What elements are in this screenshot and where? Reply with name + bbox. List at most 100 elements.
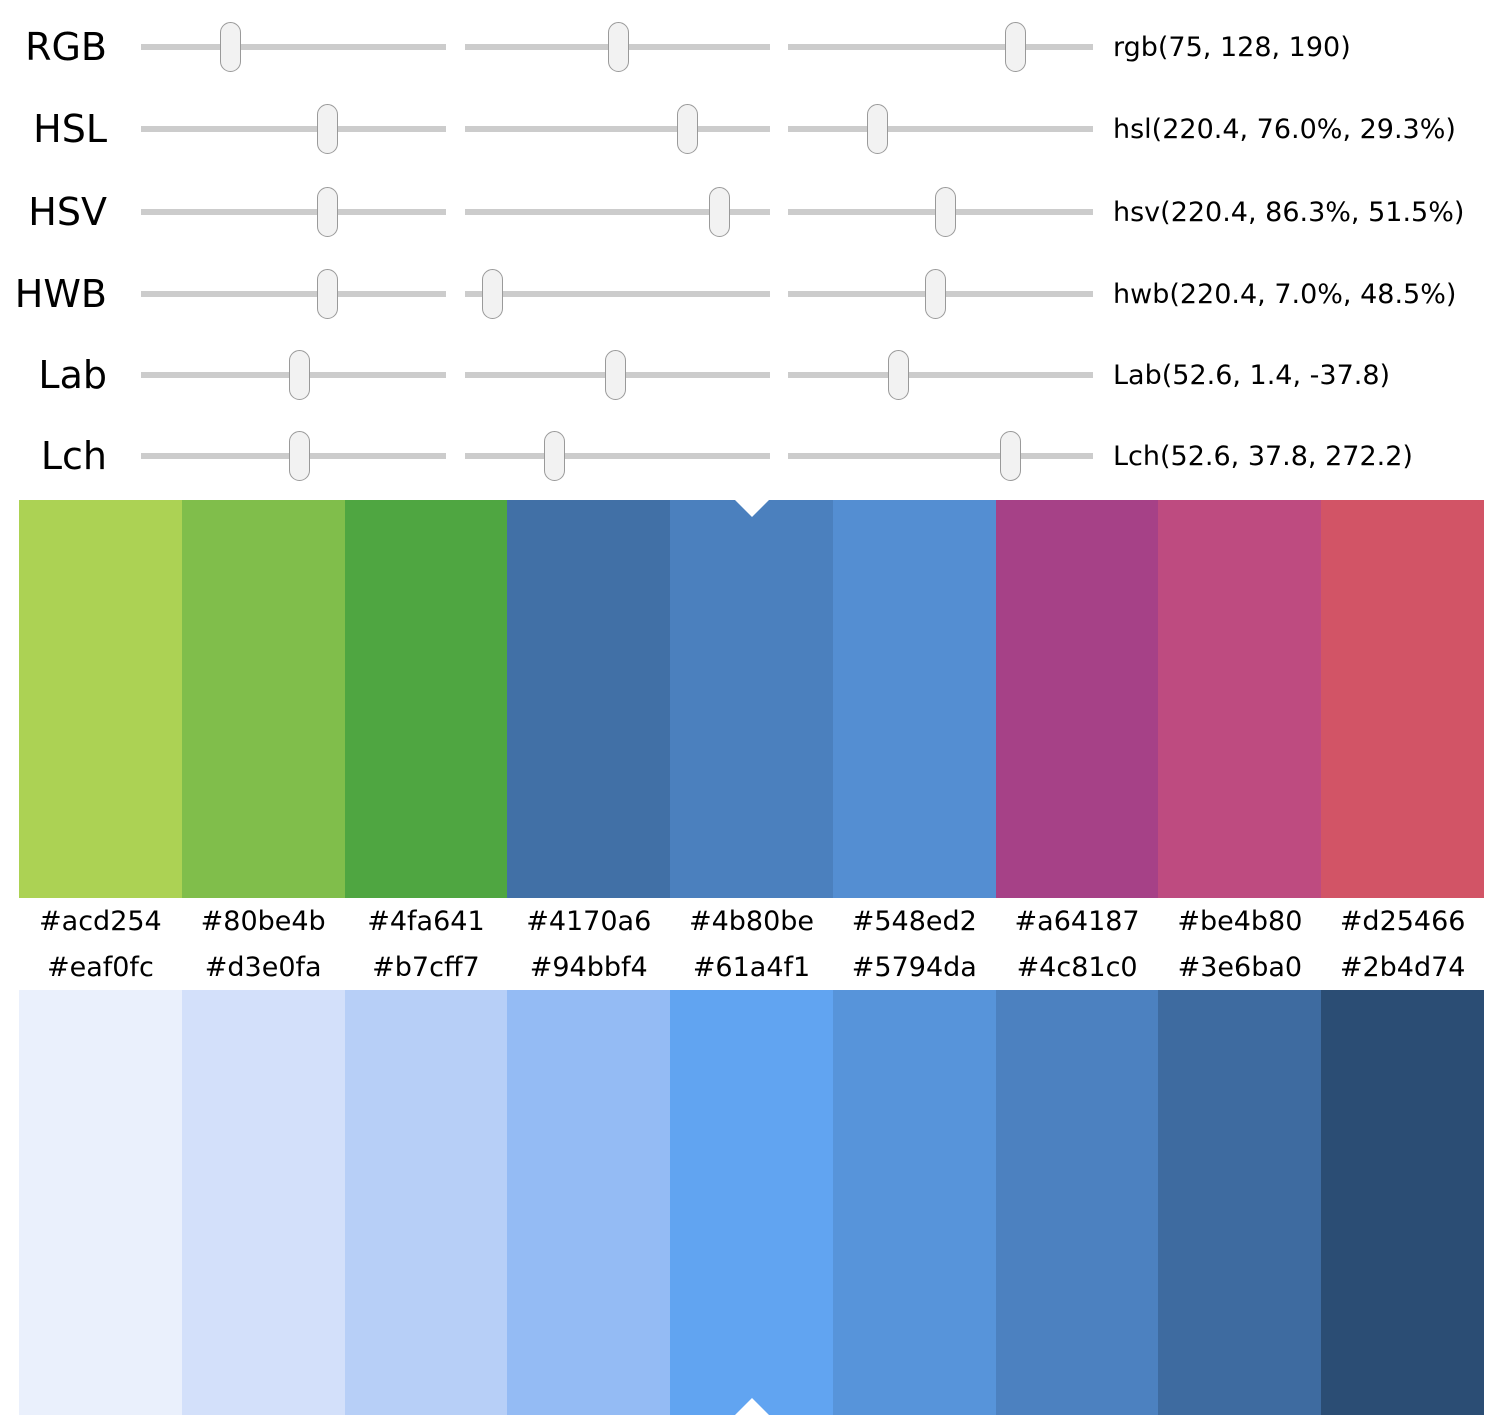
palette-swatch[interactable] bbox=[832, 990, 996, 1415]
swatch-hex-label: #3e6ba0 bbox=[1177, 951, 1303, 983]
slider-track[interactable] bbox=[141, 291, 446, 297]
slider-handle[interactable] bbox=[481, 269, 503, 319]
slider-handle[interactable] bbox=[220, 22, 242, 72]
slider-track[interactable] bbox=[141, 209, 446, 215]
color-value-text-hwb: hwb(220.4, 7.0%, 48.5%) bbox=[1113, 278, 1457, 310]
swatch-hex-label: #548ed2 bbox=[851, 905, 977, 937]
slider-track[interactable] bbox=[141, 44, 446, 50]
palette-strip-top[interactable] bbox=[19, 500, 1485, 898]
slider-handle[interactable] bbox=[289, 350, 311, 400]
slider-hsl-h[interactable] bbox=[141, 98, 446, 160]
slider-track[interactable] bbox=[465, 126, 770, 132]
color-value-text-lch: Lch(52.6, 37.8, 272.2) bbox=[1113, 440, 1413, 472]
color-model-sliders: RGB rgb(75, 128, 190) HSL hsl(220.4, 76.0%,… bbox=[0, 0, 1501, 500]
slider-track[interactable] bbox=[465, 291, 770, 297]
slider-track[interactable] bbox=[465, 209, 770, 215]
palette-swatch[interactable] bbox=[344, 990, 508, 1415]
slider-handle[interactable] bbox=[544, 431, 566, 481]
palette-swatch[interactable] bbox=[19, 500, 182, 898]
slider-handle[interactable] bbox=[887, 350, 909, 400]
color-value-text-hsl: hsl(220.4, 76.0%, 29.3%) bbox=[1113, 113, 1456, 145]
slider-row-label-rgb: RGB bbox=[25, 25, 107, 69]
slider-lch-L[interactable] bbox=[141, 425, 446, 487]
slider-hwb-h[interactable] bbox=[141, 263, 446, 325]
slider-row-hsv: HSV hsv(220.4, 86.3%, 51.5%) bbox=[0, 181, 1501, 243]
slider-handle[interactable] bbox=[607, 22, 629, 72]
swatch-hex-label: #4fa641 bbox=[367, 905, 485, 937]
slider-handle[interactable] bbox=[317, 269, 339, 319]
selected-swatch-marker-icon bbox=[734, 500, 769, 517]
palette-swatch[interactable] bbox=[1158, 990, 1322, 1415]
slider-lch-h[interactable] bbox=[788, 425, 1093, 487]
color-value-text-hsv: hsv(220.4, 86.3%, 51.5%) bbox=[1113, 196, 1465, 228]
slider-rgb-g[interactable] bbox=[465, 16, 770, 78]
swatch-hex-label: #a64187 bbox=[1014, 905, 1140, 937]
palette-swatch[interactable] bbox=[344, 500, 508, 898]
slider-handle[interactable] bbox=[999, 431, 1021, 481]
swatch-hex-label: #d3e0fa bbox=[204, 951, 322, 983]
swatch-hex-label: #be4b80 bbox=[1177, 905, 1303, 937]
hex-label-row-bottom: #eaf0fc #d3e0fa #b7cff7 #94bbf4 #61a4f1 #5794… bbox=[19, 944, 1484, 990]
slider-track[interactable] bbox=[788, 44, 1093, 50]
palette-swatch[interactable] bbox=[1321, 990, 1485, 1415]
slider-handle[interactable] bbox=[317, 187, 339, 237]
slider-row-lab: Lab Lab(52.6, 1.4, -37.8) bbox=[0, 344, 1501, 406]
slider-lab-b[interactable] bbox=[788, 344, 1093, 406]
slider-handle[interactable] bbox=[289, 431, 311, 481]
color-value-text-rgb: rgb(75, 128, 190) bbox=[1113, 31, 1351, 63]
slider-track[interactable] bbox=[141, 126, 446, 132]
slider-lab-a[interactable] bbox=[465, 344, 770, 406]
color-value-text-lab: Lab(52.6, 1.4, -37.8) bbox=[1113, 359, 1391, 391]
slider-hwb-w[interactable] bbox=[465, 263, 770, 325]
slider-hsl-s[interactable] bbox=[465, 98, 770, 160]
palette-swatch[interactable] bbox=[181, 500, 345, 898]
slider-handle[interactable] bbox=[866, 104, 888, 154]
palette-swatch[interactable] bbox=[670, 990, 833, 1415]
palette-swatch[interactable] bbox=[995, 990, 1159, 1415]
slider-hwb-b[interactable] bbox=[788, 263, 1093, 325]
slider-rgb-r[interactable] bbox=[141, 16, 446, 78]
slider-track[interactable] bbox=[465, 453, 770, 459]
slider-handle[interactable] bbox=[709, 187, 731, 237]
slider-handle[interactable] bbox=[1004, 22, 1026, 72]
swatch-hex-label: #4170a6 bbox=[526, 905, 652, 937]
swatch-hex-label: #61a4f1 bbox=[692, 951, 811, 983]
slider-hsv-v[interactable] bbox=[788, 181, 1093, 243]
slider-hsv-h[interactable] bbox=[141, 181, 446, 243]
slider-handle[interactable] bbox=[924, 269, 946, 319]
slider-track[interactable] bbox=[788, 453, 1093, 459]
palette-swatch[interactable] bbox=[507, 990, 671, 1415]
palette-swatch[interactable] bbox=[1158, 500, 1322, 898]
selected-swatch-marker-icon bbox=[734, 1398, 769, 1415]
slider-hsl-l[interactable] bbox=[788, 98, 1093, 160]
palette-swatch[interactable] bbox=[507, 500, 671, 898]
slider-hsv-s[interactable] bbox=[465, 181, 770, 243]
hex-label-row-top: #acd254 #80be4b #4fa641 #4170a6 #4b80be #548e… bbox=[19, 898, 1484, 944]
slider-lab-L[interactable] bbox=[141, 344, 446, 406]
swatch-hex-label: #5794da bbox=[851, 951, 977, 983]
palette-swatch[interactable] bbox=[832, 500, 996, 898]
slider-rgb-b[interactable] bbox=[788, 16, 1093, 78]
slider-row-label-lch: Lch bbox=[40, 434, 107, 478]
slider-lch-c[interactable] bbox=[465, 425, 770, 487]
slider-row-rgb: RGB rgb(75, 128, 190) bbox=[0, 16, 1501, 78]
palette-swatch[interactable] bbox=[995, 500, 1159, 898]
palette-swatch[interactable] bbox=[19, 990, 182, 1415]
slider-row-hwb: HWB hwb(220.4, 7.0%, 48.5%) bbox=[0, 263, 1501, 325]
slider-handle[interactable] bbox=[604, 350, 626, 400]
swatch-hex-label: #d25466 bbox=[1339, 905, 1466, 937]
swatch-hex-label: #eaf0fc bbox=[46, 951, 154, 983]
slider-track[interactable] bbox=[788, 372, 1093, 378]
palette-swatch[interactable] bbox=[670, 500, 833, 898]
palette-strip-bottom[interactable] bbox=[19, 990, 1485, 1415]
slider-track[interactable] bbox=[788, 126, 1093, 132]
slider-handle[interactable] bbox=[677, 104, 699, 154]
palette-swatch[interactable] bbox=[181, 990, 345, 1415]
swatch-hex-label: #4c81c0 bbox=[1016, 951, 1138, 983]
slider-row-lch: Lch Lch(52.6, 37.8, 272.2) bbox=[0, 425, 1501, 487]
palette-swatch[interactable] bbox=[1321, 500, 1485, 898]
swatch-hex-label: #4b80be bbox=[688, 905, 815, 937]
slider-handle[interactable] bbox=[934, 187, 956, 237]
slider-handle[interactable] bbox=[317, 104, 339, 154]
